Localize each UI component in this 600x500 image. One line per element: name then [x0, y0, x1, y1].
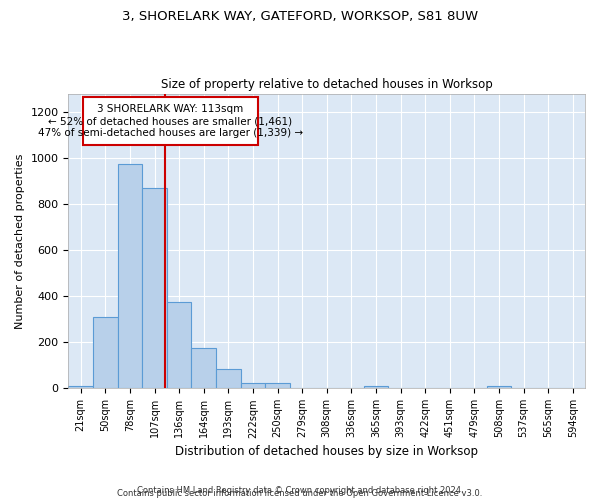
Title: Size of property relative to detached houses in Worksop: Size of property relative to detached ho… — [161, 78, 493, 91]
Text: Contains public sector information licensed under the Open Government Licence v3: Contains public sector information licen… — [118, 488, 482, 498]
FancyBboxPatch shape — [83, 97, 258, 146]
Text: 47% of semi-detached houses are larger (1,339) →: 47% of semi-detached houses are larger (… — [38, 128, 303, 138]
Y-axis label: Number of detached properties: Number of detached properties — [15, 154, 25, 328]
Bar — [142, 188, 167, 388]
Bar — [216, 369, 241, 388]
Text: 3, SHORELARK WAY, GATEFORD, WORKSOP, S81 8UW: 3, SHORELARK WAY, GATEFORD, WORKSOP, S81… — [122, 10, 478, 23]
Text: Contains HM Land Registry data © Crown copyright and database right 2024.: Contains HM Land Registry data © Crown c… — [137, 486, 463, 495]
Bar — [364, 386, 388, 388]
Bar — [118, 164, 142, 388]
Bar — [68, 386, 93, 388]
Bar — [167, 302, 191, 388]
Bar — [241, 382, 265, 388]
Text: ← 52% of detached houses are smaller (1,461): ← 52% of detached houses are smaller (1,… — [48, 116, 292, 126]
Bar — [487, 386, 511, 388]
Bar — [265, 382, 290, 388]
Bar — [93, 317, 118, 388]
Text: 3 SHORELARK WAY: 113sqm: 3 SHORELARK WAY: 113sqm — [97, 104, 244, 114]
X-axis label: Distribution of detached houses by size in Worksop: Distribution of detached houses by size … — [175, 444, 478, 458]
Bar — [191, 348, 216, 389]
